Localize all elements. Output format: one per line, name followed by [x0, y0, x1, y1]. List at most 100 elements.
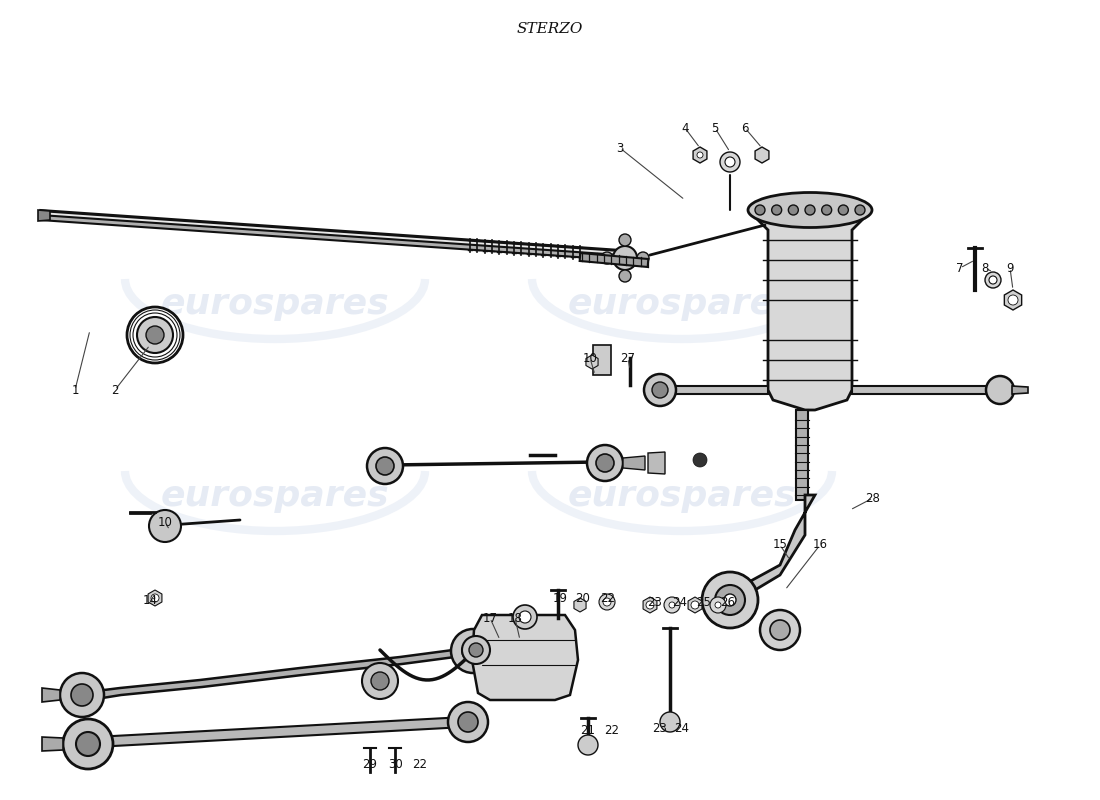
Circle shape: [715, 602, 720, 608]
Polygon shape: [623, 456, 645, 470]
Circle shape: [855, 205, 865, 215]
Text: 26: 26: [720, 597, 736, 610]
Text: 16: 16: [813, 538, 827, 551]
Circle shape: [619, 234, 631, 246]
Circle shape: [770, 620, 790, 640]
Text: 17: 17: [483, 611, 497, 625]
Circle shape: [693, 453, 707, 467]
Text: 20: 20: [575, 591, 591, 605]
Circle shape: [603, 598, 611, 606]
Circle shape: [613, 246, 637, 270]
Circle shape: [822, 205, 832, 215]
Circle shape: [148, 510, 182, 542]
Circle shape: [724, 594, 736, 606]
Text: 23: 23: [652, 722, 668, 734]
Circle shape: [697, 152, 703, 158]
Circle shape: [367, 448, 403, 484]
Text: 10: 10: [157, 517, 173, 530]
Polygon shape: [39, 210, 50, 221]
Circle shape: [451, 629, 495, 673]
Circle shape: [76, 732, 100, 756]
Text: 19: 19: [552, 591, 568, 605]
Text: 15: 15: [772, 538, 788, 551]
Text: 24: 24: [674, 722, 690, 734]
Text: 6: 6: [741, 122, 749, 134]
Text: 29: 29: [363, 758, 377, 771]
Text: eurospares: eurospares: [161, 287, 389, 321]
Circle shape: [126, 307, 183, 363]
Bar: [593, 345, 611, 375]
Circle shape: [63, 719, 113, 769]
Text: 23: 23: [648, 597, 662, 610]
Circle shape: [600, 594, 615, 610]
Circle shape: [458, 712, 478, 732]
Circle shape: [644, 374, 676, 406]
Text: 1: 1: [72, 383, 79, 397]
Circle shape: [715, 585, 745, 615]
Circle shape: [619, 270, 631, 282]
Circle shape: [462, 640, 484, 662]
Polygon shape: [95, 717, 465, 747]
Circle shape: [371, 672, 389, 690]
Polygon shape: [796, 410, 808, 500]
Circle shape: [989, 276, 997, 284]
Polygon shape: [660, 386, 768, 394]
Circle shape: [664, 597, 680, 613]
Circle shape: [720, 152, 740, 172]
Circle shape: [755, 205, 764, 215]
Text: 30: 30: [388, 758, 404, 771]
Text: 22: 22: [605, 723, 619, 737]
Circle shape: [710, 597, 726, 613]
Text: 24: 24: [672, 597, 688, 610]
Polygon shape: [85, 648, 470, 700]
Circle shape: [462, 636, 490, 664]
Text: eurospares: eurospares: [568, 287, 796, 321]
Circle shape: [646, 601, 654, 609]
Circle shape: [513, 605, 537, 629]
Circle shape: [448, 702, 488, 742]
Circle shape: [637, 252, 649, 264]
Polygon shape: [580, 253, 648, 267]
Circle shape: [660, 712, 680, 732]
Polygon shape: [758, 205, 862, 410]
Text: 22: 22: [412, 758, 428, 771]
Polygon shape: [725, 495, 815, 605]
Polygon shape: [586, 355, 598, 369]
Text: 27: 27: [620, 351, 636, 365]
Circle shape: [72, 684, 94, 706]
Polygon shape: [1004, 290, 1022, 310]
Polygon shape: [644, 597, 657, 613]
Circle shape: [469, 643, 483, 657]
Polygon shape: [852, 386, 1000, 394]
Circle shape: [986, 376, 1014, 404]
Ellipse shape: [748, 193, 872, 227]
Circle shape: [789, 205, 799, 215]
Circle shape: [984, 272, 1001, 288]
Text: eurospares: eurospares: [568, 479, 796, 513]
Polygon shape: [148, 590, 162, 606]
Text: 7: 7: [956, 262, 964, 274]
Circle shape: [138, 317, 173, 353]
Circle shape: [691, 601, 698, 609]
Text: 3: 3: [616, 142, 624, 154]
Circle shape: [146, 326, 164, 344]
Polygon shape: [472, 615, 578, 700]
Circle shape: [376, 457, 394, 475]
Circle shape: [151, 594, 160, 602]
Polygon shape: [40, 211, 620, 255]
Text: 18: 18: [507, 611, 522, 625]
Text: 14: 14: [143, 594, 157, 606]
Circle shape: [652, 382, 668, 398]
Polygon shape: [648, 452, 666, 474]
Circle shape: [772, 205, 782, 215]
Text: 9: 9: [1006, 262, 1014, 274]
Text: 21: 21: [581, 723, 595, 737]
Circle shape: [587, 445, 623, 481]
Circle shape: [519, 611, 531, 623]
Text: 5: 5: [712, 122, 718, 134]
Text: eurospares: eurospares: [161, 479, 389, 513]
Circle shape: [760, 610, 800, 650]
Polygon shape: [40, 210, 620, 260]
Circle shape: [669, 602, 675, 608]
Polygon shape: [689, 597, 702, 613]
